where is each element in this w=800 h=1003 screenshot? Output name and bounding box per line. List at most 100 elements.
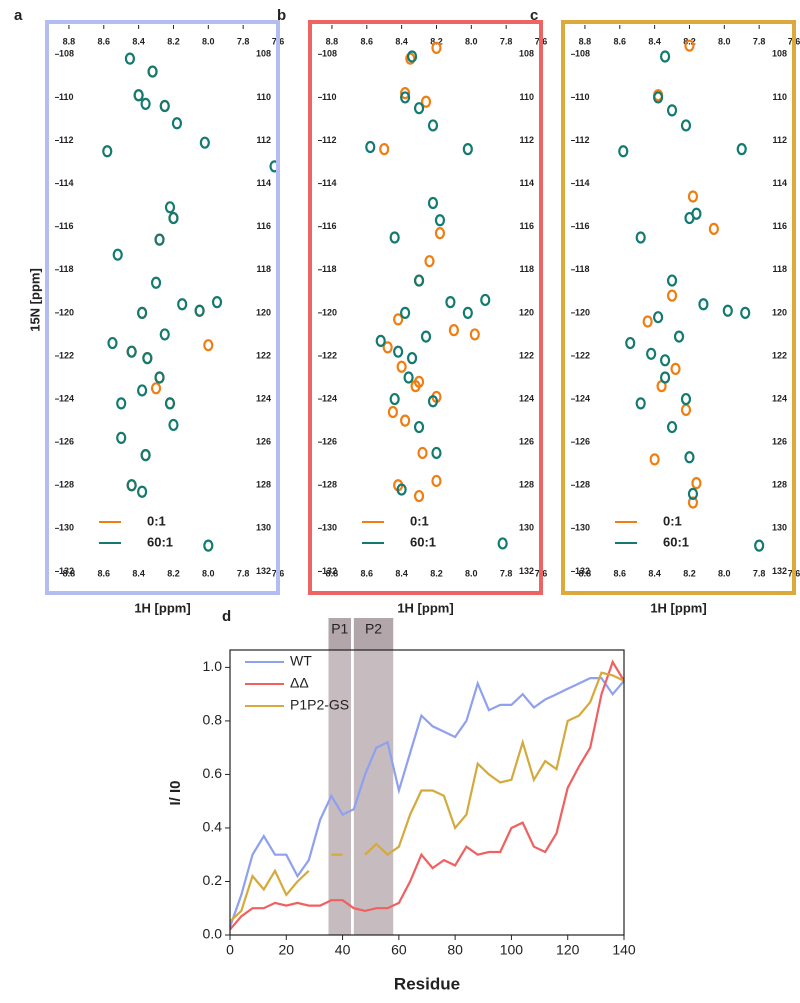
y-tick-label: 122: [59, 350, 74, 360]
y-tick-label: 114: [519, 178, 534, 188]
x-tick-label: 8.0: [718, 36, 731, 46]
peak: [666, 104, 678, 117]
y-tick-label: 120: [322, 307, 337, 317]
peak: [403, 371, 414, 384]
y-tick-label: 130: [772, 523, 787, 533]
y-tick-label: 0.8: [203, 712, 223, 728]
y-tick-label: 132: [322, 566, 337, 576]
y-tick-label: 122: [322, 350, 337, 360]
peak: [420, 330, 432, 343]
y-tick-label: 118: [59, 264, 74, 274]
peak: [389, 392, 400, 406]
peak: [159, 328, 170, 341]
peak: [393, 345, 404, 358]
x-tick-label: 8.8: [326, 568, 339, 578]
y-tick-label: 126: [575, 437, 590, 447]
x-axis-title: 1H [ppm]: [397, 600, 453, 615]
x-tick-label: 8.0: [202, 36, 215, 46]
peak: [698, 298, 709, 311]
peak: [400, 91, 411, 104]
peak: [434, 227, 446, 240]
peak: [137, 306, 148, 319]
peak: [687, 190, 699, 203]
x-tick-label: 7.8: [500, 36, 513, 46]
y-tick-label: 116: [772, 221, 787, 231]
y-tick-label: 114: [575, 178, 590, 188]
x-tick-label: 8.4: [132, 36, 145, 46]
x-tick-label: 120: [556, 942, 580, 958]
y-tick-label: 0.0: [203, 926, 223, 942]
y-tick-label: 124: [575, 393, 590, 403]
x-tick-label: 7.8: [753, 568, 766, 578]
y-tick-label: 110: [256, 92, 271, 102]
peak: [203, 339, 214, 352]
y-tick-label: 122: [772, 350, 787, 360]
plot-frame: [229, 649, 625, 936]
peak: [431, 41, 442, 54]
x-tick-label: 8.6: [361, 568, 374, 578]
peak: [177, 298, 188, 311]
region-label: P1: [331, 621, 348, 637]
y-tick-label: 128: [575, 480, 590, 490]
peak: [405, 52, 416, 65]
y-tick-label: 108: [519, 49, 534, 59]
peak: [434, 214, 446, 227]
peak: [150, 382, 162, 395]
y-tick-label: 132: [256, 566, 271, 576]
y-tick-label: 128: [256, 480, 271, 490]
y-tick-label: 112: [59, 135, 74, 145]
x-tick-label: 8.0: [465, 568, 478, 578]
peak: [417, 446, 428, 460]
peak: [666, 289, 678, 302]
x-tick-label: 8.8: [579, 568, 592, 578]
peak: [400, 414, 411, 427]
y-tick-label: 118: [519, 264, 534, 274]
peak: [413, 274, 425, 287]
peak: [462, 143, 473, 156]
y-tick-label: 132: [772, 566, 787, 576]
x-tick-label: 60: [391, 942, 407, 958]
y-tick-label: 116: [322, 221, 337, 231]
x-tick-label: 8.8: [579, 36, 592, 46]
y-tick-label: 120: [59, 307, 74, 317]
peak: [431, 446, 442, 460]
peak: [625, 336, 636, 350]
y-tick-label: 114: [59, 178, 74, 188]
peak: [199, 136, 210, 149]
peak: [140, 448, 151, 462]
peak: [687, 496, 699, 509]
peak: [691, 477, 702, 490]
legend-label: 60:1: [410, 534, 436, 549]
peak: [642, 315, 653, 328]
peak: [147, 65, 158, 78]
y-tick-label: 130: [256, 523, 271, 533]
x-tick-label: 8.4: [395, 568, 408, 578]
y-tick-label: 120: [256, 307, 271, 317]
y-tick-label: 116: [59, 221, 74, 231]
peak: [150, 276, 162, 289]
peak: [659, 354, 671, 367]
x-tick-label: 7.8: [237, 568, 250, 578]
peak: [159, 99, 170, 113]
peak: [448, 324, 459, 337]
x-tick-label: 8.2: [683, 568, 696, 578]
region-label: P2: [365, 621, 382, 637]
y-tick-label: 124: [256, 393, 271, 403]
x-tick-label: 7.8: [500, 568, 513, 578]
peak: [736, 143, 747, 156]
peak: [116, 397, 127, 410]
y-tick-label: 130: [575, 523, 590, 533]
y-tick-label: 110: [59, 92, 74, 102]
x-tick-label: 8.2: [430, 36, 443, 46]
peak: [427, 119, 439, 132]
peak: [427, 196, 439, 210]
y-tick-label: 132: [575, 566, 590, 576]
series-line: [228, 677, 625, 928]
x-tick-label: 8.2: [167, 568, 180, 578]
peak: [413, 489, 425, 503]
x-axis-title: 1H [ppm]: [650, 600, 706, 615]
y-tick-label: 126: [772, 437, 787, 447]
peak: [445, 296, 456, 309]
peak: [142, 352, 153, 365]
y-tick-label: 122: [256, 350, 271, 360]
